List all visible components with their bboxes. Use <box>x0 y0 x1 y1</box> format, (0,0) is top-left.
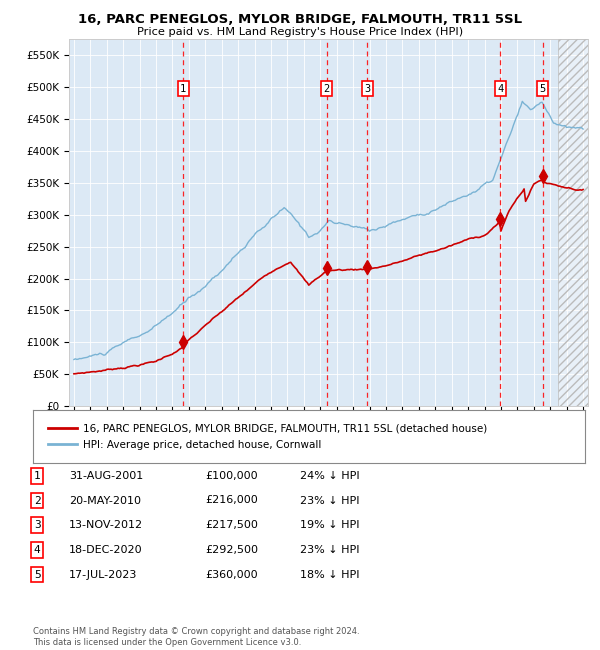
Text: 19% ↓ HPI: 19% ↓ HPI <box>300 520 359 530</box>
Text: 5: 5 <box>539 84 546 94</box>
Text: 5: 5 <box>34 569 41 580</box>
Text: 23% ↓ HPI: 23% ↓ HPI <box>300 545 359 555</box>
Text: 1: 1 <box>34 471 41 481</box>
Text: 2: 2 <box>34 495 41 506</box>
Text: 31-AUG-2001: 31-AUG-2001 <box>69 471 143 481</box>
Text: 24% ↓ HPI: 24% ↓ HPI <box>300 471 359 481</box>
Text: 3: 3 <box>364 84 371 94</box>
Text: 18-DEC-2020: 18-DEC-2020 <box>69 545 143 555</box>
Text: 17-JUL-2023: 17-JUL-2023 <box>69 569 137 580</box>
Text: 4: 4 <box>34 545 41 555</box>
Bar <box>559 39 596 406</box>
Text: 3: 3 <box>34 520 41 530</box>
Text: £360,000: £360,000 <box>205 569 258 580</box>
Text: £217,500: £217,500 <box>205 520 258 530</box>
Text: 18% ↓ HPI: 18% ↓ HPI <box>300 569 359 580</box>
Text: Price paid vs. HM Land Registry's House Price Index (HPI): Price paid vs. HM Land Registry's House … <box>137 27 463 37</box>
Text: 1: 1 <box>180 84 187 94</box>
Legend: 16, PARC PENEGLOS, MYLOR BRIDGE, FALMOUTH, TR11 5SL (detached house), HPI: Avera: 16, PARC PENEGLOS, MYLOR BRIDGE, FALMOUT… <box>44 419 492 454</box>
Text: £100,000: £100,000 <box>205 471 258 481</box>
Text: 4: 4 <box>497 84 503 94</box>
Text: 23% ↓ HPI: 23% ↓ HPI <box>300 495 359 506</box>
Text: £216,000: £216,000 <box>205 495 258 506</box>
Text: 13-NOV-2012: 13-NOV-2012 <box>69 520 143 530</box>
Text: 16, PARC PENEGLOS, MYLOR BRIDGE, FALMOUTH, TR11 5SL: 16, PARC PENEGLOS, MYLOR BRIDGE, FALMOUT… <box>78 13 522 26</box>
Text: 2: 2 <box>323 84 329 94</box>
Text: £292,500: £292,500 <box>205 545 258 555</box>
Text: 20-MAY-2010: 20-MAY-2010 <box>69 495 141 506</box>
Text: Contains HM Land Registry data © Crown copyright and database right 2024.
This d: Contains HM Land Registry data © Crown c… <box>33 627 359 647</box>
